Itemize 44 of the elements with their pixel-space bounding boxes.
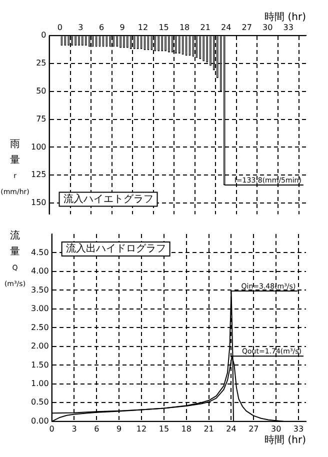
x-tick-label: 24 bbox=[220, 22, 232, 32]
x-tick-label: 18 bbox=[181, 424, 192, 434]
y-tick-label: 1.50 bbox=[31, 360, 49, 370]
y-tick-label: 0.50 bbox=[31, 398, 49, 407]
x-tick-label: 30 bbox=[262, 22, 273, 32]
y-tick-label: 2.00 bbox=[31, 342, 49, 351]
x-tick-label: 15 bbox=[158, 424, 170, 434]
x-tick-label: 12 bbox=[136, 424, 147, 434]
x-tick-label: 6 bbox=[94, 424, 100, 434]
x-tick-label: 9 bbox=[120, 22, 125, 32]
x-tick-label: 9 bbox=[116, 424, 122, 434]
x-tick-label: 12 bbox=[138, 22, 148, 32]
annotation: 流入出ハイドログラフ bbox=[66, 242, 166, 255]
x-tick-label: 3 bbox=[78, 22, 84, 32]
y-tick-label: 1.00 bbox=[31, 379, 49, 388]
y-tick-label: 0.00 bbox=[31, 416, 49, 426]
x-tick-label: 27 bbox=[242, 22, 252, 32]
annotation: 流入ハイエトグラフ bbox=[63, 192, 154, 205]
x-axis-title: 時間 (hr) bbox=[264, 434, 306, 446]
y-tick-label: 125 bbox=[30, 170, 46, 180]
y-tick-label: 0 bbox=[41, 30, 46, 40]
y-tick-label: 25 bbox=[36, 58, 46, 68]
y-tick-label: 4.50 bbox=[31, 248, 49, 257]
x-tick-label: 24 bbox=[226, 424, 236, 434]
x-tick-label: 30 bbox=[271, 424, 282, 434]
x-tick-label: 21 bbox=[200, 22, 210, 32]
x-tick-label: 27 bbox=[248, 424, 259, 434]
x-tick-label: 33 bbox=[293, 424, 304, 434]
y-tick-label: 100 bbox=[30, 142, 46, 152]
x-tick-label: 3 bbox=[72, 424, 77, 434]
x-tick-label: 6 bbox=[98, 22, 104, 32]
y-tick-label: 2.50 bbox=[31, 322, 49, 332]
x-tick-label: 15 bbox=[158, 22, 169, 32]
x-tick-label: 18 bbox=[179, 22, 190, 32]
y-tick-label: 3.00 bbox=[31, 304, 49, 314]
x-tick-label: 21 bbox=[204, 424, 214, 434]
y-tick-label: 50 bbox=[36, 86, 46, 96]
y-tick-label: 75 bbox=[36, 114, 46, 124]
y-tick-label: 4.00 bbox=[31, 266, 49, 276]
x-tick-label: 33 bbox=[283, 22, 294, 32]
x-axis-title: 時間 (hr) bbox=[264, 11, 306, 24]
y-tick-label: 3.50 bbox=[31, 285, 49, 294]
y-tick-label: 150 bbox=[30, 198, 46, 208]
x-tick-label: 0 bbox=[57, 22, 63, 32]
